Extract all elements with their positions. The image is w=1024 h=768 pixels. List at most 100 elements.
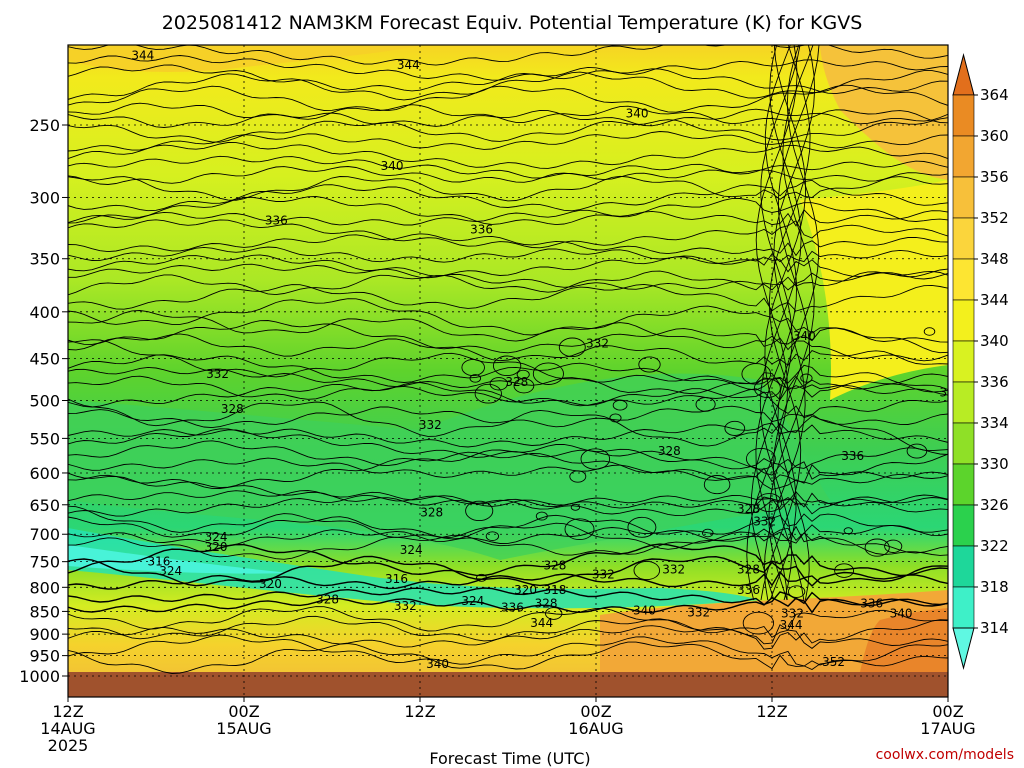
colorbar-bottom-arrow	[952, 627, 975, 670]
contour-cell	[884, 539, 903, 553]
y-tick-label: 400	[29, 303, 60, 322]
contour-cell	[756, 493, 783, 513]
contour-line	[68, 196, 948, 226]
contour-label: 328	[221, 402, 244, 416]
contour-cell	[702, 528, 714, 538]
contour-cell	[745, 447, 776, 470]
contour-label: 332	[753, 515, 776, 529]
colorbar-label: 348	[980, 250, 1009, 268]
colorbar-swatch	[952, 135, 975, 178]
colorbar-label: 344	[980, 291, 1009, 309]
contour-label: 336	[265, 214, 288, 228]
x-tick-label: 14AUG	[40, 719, 95, 738]
plot-frame	[67, 44, 949, 698]
contour-label: 328	[737, 563, 760, 577]
contour-cell	[474, 383, 502, 404]
contour-line	[68, 55, 948, 81]
contour-line	[68, 155, 948, 181]
contour-label: 324	[205, 530, 228, 544]
contour-label: 332	[394, 599, 417, 613]
y-tick-label: 450	[29, 350, 60, 369]
x-tick-label: 2025	[48, 736, 89, 755]
contour-line	[68, 246, 948, 266]
colorbar-swatch	[952, 258, 975, 301]
contour-line	[68, 270, 948, 296]
contour-cell	[513, 378, 535, 394]
colorbar-label: 314	[980, 619, 1009, 637]
colorbar-label: 336	[980, 373, 1009, 391]
contour-line	[68, 641, 948, 674]
contour-cell	[469, 374, 482, 383]
y-tick-label: 250	[29, 116, 60, 135]
contour-label: 340	[633, 604, 656, 618]
contour-cell	[570, 503, 581, 511]
contour-line	[68, 209, 948, 227]
x-tick-label: 12Z	[52, 702, 83, 721]
contour-line	[68, 398, 948, 452]
y-tick-label: 500	[29, 392, 60, 411]
colorbar-swatch	[952, 463, 975, 506]
contour-line	[68, 283, 948, 312]
contour-label: 316	[385, 572, 408, 586]
contour-label: 320	[205, 540, 228, 554]
contour-cell	[492, 355, 522, 377]
contour-label: 328	[543, 558, 566, 572]
contour-cell	[864, 538, 890, 557]
contour-cell	[906, 443, 928, 459]
contour-line	[68, 179, 948, 212]
contour-label: 332	[586, 336, 609, 350]
contour-cell	[834, 563, 855, 578]
colorbar-label: 330	[980, 455, 1009, 473]
contour-label: 324	[400, 543, 423, 557]
contour-label: 340	[426, 657, 449, 671]
colorbar-label: 334	[980, 414, 1009, 432]
contour-label: 320	[514, 583, 537, 597]
y-tick-label: 750	[29, 553, 60, 572]
colorbar-swatch	[952, 299, 975, 342]
contour-cell	[633, 560, 661, 581]
contour-line	[68, 591, 948, 614]
contour-cell	[580, 448, 611, 470]
colorbar: 364 360 356 352 348 344 340 336 334 330 326 322 318 3…	[952, 53, 1009, 670]
contour-line	[68, 570, 948, 590]
contour-cell	[923, 327, 936, 336]
cyan-band-core	[68, 545, 290, 574]
contour-label: 340	[793, 329, 816, 343]
contour-line	[68, 505, 948, 556]
contour-line	[68, 615, 948, 650]
contour-line	[68, 354, 948, 398]
colorbar-label: 322	[980, 537, 1009, 555]
contour-cell	[461, 358, 485, 377]
colorbar-swatch	[952, 217, 975, 260]
contour-lines	[68, 45, 948, 674]
y-tick-label: 700	[29, 525, 60, 544]
contour-label: 332	[687, 605, 710, 619]
contour-line	[68, 634, 948, 671]
contour-cell	[609, 413, 622, 423]
contour-line	[68, 45, 948, 66]
x-tick-label: 12Z	[404, 702, 435, 721]
contour-label: 340	[626, 107, 649, 121]
y-tick-label: 1000	[19, 667, 60, 686]
colorbar-swatch	[952, 176, 975, 219]
contour-label: 332	[419, 418, 442, 432]
contour-label: 352	[822, 655, 845, 669]
contour-label: 332	[592, 568, 615, 582]
y-tick-label: 900	[29, 625, 60, 644]
contour-cell	[535, 511, 548, 521]
contour-cell	[476, 573, 487, 582]
contour-label: 332	[662, 563, 685, 577]
y-tick-label: 950	[29, 647, 60, 666]
contour-line	[772, 45, 815, 601]
contour-line	[68, 543, 948, 577]
contour-line	[68, 254, 948, 280]
colorbar-swatch	[952, 340, 975, 383]
contour-line	[68, 163, 948, 185]
y-tick-label: 800	[29, 578, 60, 597]
x-tick-label: 00Z	[932, 702, 963, 721]
colorbar-top-arrow	[952, 53, 975, 96]
contour-label: 324	[461, 594, 484, 608]
contour-line	[760, 45, 811, 601]
